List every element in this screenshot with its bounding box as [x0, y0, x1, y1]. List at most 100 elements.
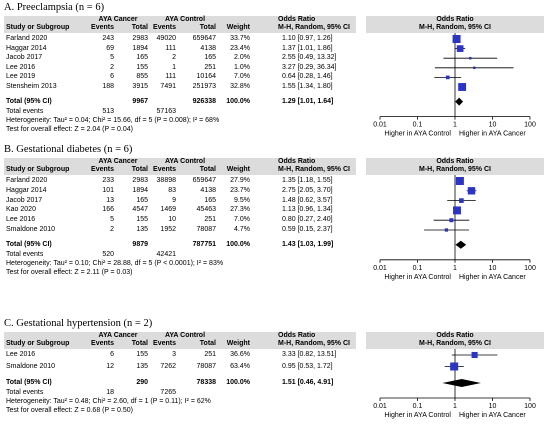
weight-cell: 2.0% — [234, 54, 250, 62]
or-ci-cell: 1.37 [1.01, 1.86] — [282, 44, 333, 52]
total2-cell: 4138 — [200, 44, 216, 52]
weight-cell: 27.3% — [230, 206, 250, 214]
or-header: Odds Ratio — [278, 332, 316, 339]
table-header-bar — [4, 158, 356, 175]
events1-cell: 5 — [110, 54, 114, 62]
total2-n: 926338 — [192, 97, 216, 105]
events2-cell: 111 — [165, 44, 176, 52]
total1-column-header: Total — [131, 166, 148, 173]
total1-n: 290 — [136, 379, 148, 386]
total1-cell: 165 — [136, 196, 148, 204]
or-ci-cell: 1.48 [0.62, 3.57] — [282, 196, 333, 204]
x-tick-label: 0.01 — [373, 403, 387, 410]
weight-cell: 7.0% — [234, 73, 250, 81]
total-events2: 7265 — [160, 389, 176, 396]
heterogeneity-text: Heterogeneity: Tau² = 0.48; Chi² = 2.60,… — [6, 398, 211, 405]
pooled-diamond — [455, 97, 464, 106]
x-tick-label: 0.1 — [413, 403, 423, 410]
x-tick-label: 1 — [453, 122, 457, 129]
study-marker — [459, 198, 464, 203]
total2-n: 787751 — [192, 240, 216, 248]
total2-column-header: Total — [199, 340, 216, 347]
or-method-header: M-H, Random, 95% CI — [278, 340, 350, 347]
total1-cell: 4547 — [132, 206, 148, 214]
study-name: Stensheim 2013 — [6, 83, 57, 90]
total1-cell: 1894 — [132, 186, 148, 194]
total-events-label: Total events — [6, 389, 44, 396]
heterogeneity-text: Heterogeneity: Tau² = 0.10; Chi² = 28.88… — [6, 259, 224, 267]
events1-cell: 166 — [102, 206, 114, 214]
study-marker — [473, 66, 476, 70]
weight-cell: 7.0% — [234, 216, 250, 224]
x-tick-label: 10 — [489, 122, 497, 129]
or-ci-cell: 2.55 [0.49, 13.32] — [282, 54, 337, 62]
overall-effect-text: Test for overall effect: Z = 2.04 (P = 0… — [6, 125, 133, 133]
study-column-header: Study or Subgroup — [6, 340, 70, 347]
group1-header: AYA Cancer — [98, 158, 138, 165]
events2-cell: 9 — [172, 196, 176, 204]
or-method-header: M-H, Random, 95% CI — [278, 166, 350, 173]
or-ci-cell: 2.75 [2.05, 3.70] — [282, 186, 333, 194]
study-name: Lee 2016 — [6, 63, 36, 71]
x-tick-label: 0.01 — [373, 265, 387, 272]
study-name: Jacob 2017 — [6, 196, 43, 204]
plot-method-header: M-H, Random, 95% CI — [419, 166, 491, 173]
total2-cell: 165 — [204, 54, 216, 62]
events1-cell: 2 — [110, 63, 114, 71]
x-tick-label: 100 — [524, 122, 536, 129]
favors-left-label: Higher in AYA Control — [384, 412, 451, 419]
panel-title: C. Gestational hypertension (n = 2) — [4, 318, 153, 329]
study-name: Smaldone 2010 — [6, 226, 56, 233]
or-ci-cell: 1.10 [0.97, 1.26] — [282, 35, 333, 42]
events1-cell: 12 — [106, 362, 114, 370]
total2-cell: 659647 — [192, 177, 216, 184]
events2-cell: 7491 — [160, 83, 176, 90]
x-tick-label: 100 — [524, 403, 536, 410]
study-marker — [444, 228, 449, 232]
x-tick-label: 100 — [524, 265, 536, 272]
events2-cell: 49020 — [156, 35, 176, 42]
study-name: Lee 2019 — [6, 73, 36, 81]
events2-cell: 38898 — [156, 177, 176, 184]
total2-column-header: Total — [199, 166, 216, 173]
events2-cell: 1952 — [160, 226, 176, 233]
study-name: Haggar 2014 — [6, 186, 47, 194]
total2-cell: 4138 — [200, 186, 216, 194]
weight-cell: 23.7% — [230, 186, 250, 194]
study-marker — [471, 351, 478, 359]
total-or-ci: 1.43 [1.03, 1.99] — [282, 240, 334, 248]
study-marker — [445, 75, 450, 80]
events2-column-header: Events — [153, 340, 176, 347]
events1-cell: 69 — [106, 44, 114, 52]
weight-cell: 32.8% — [230, 83, 250, 90]
study-name: Smaldone 2010 — [6, 362, 56, 370]
events2-cell: 1 — [172, 63, 176, 71]
events2-cell: 7262 — [160, 362, 176, 370]
total2-column-header: Total — [199, 24, 216, 31]
total1-cell: 135 — [136, 226, 148, 233]
total1-cell: 135 — [136, 362, 148, 370]
plot-header: Odds Ratio — [436, 158, 474, 165]
total1-cell: 155 — [136, 351, 148, 358]
study-marker — [453, 206, 461, 215]
group1-header: AYA Cancer — [98, 332, 138, 339]
plot-method-header: M-H, Random, 95% CI — [419, 24, 491, 31]
favors-left-label: Higher in AYA Control — [384, 274, 451, 281]
total2-cell: 251 — [204, 63, 216, 71]
panel-title: B. Gestational diabetes (n = 6) — [4, 144, 133, 155]
total-label: Total (95% CI) — [6, 379, 52, 386]
pooled-diamond — [455, 240, 467, 249]
total2-cell: 251 — [204, 216, 216, 224]
events2-cell: 3 — [172, 351, 176, 358]
plot-header-bar — [366, 332, 544, 349]
favors-left-label: Higher in AYA Control — [384, 131, 451, 138]
study-name: Farland 2020 — [6, 35, 48, 42]
total1-cell: 855 — [136, 73, 148, 81]
events1-column-header: Events — [91, 166, 114, 173]
or-ci-cell: 1.55 [1.34, 1.80] — [282, 83, 333, 90]
plot-header: Odds Ratio — [436, 16, 474, 23]
events1-cell: 101 — [102, 186, 114, 194]
total1-n: 9967 — [132, 97, 148, 105]
events1-cell: 2 — [110, 226, 114, 233]
events1-cell: 5 — [110, 216, 114, 224]
